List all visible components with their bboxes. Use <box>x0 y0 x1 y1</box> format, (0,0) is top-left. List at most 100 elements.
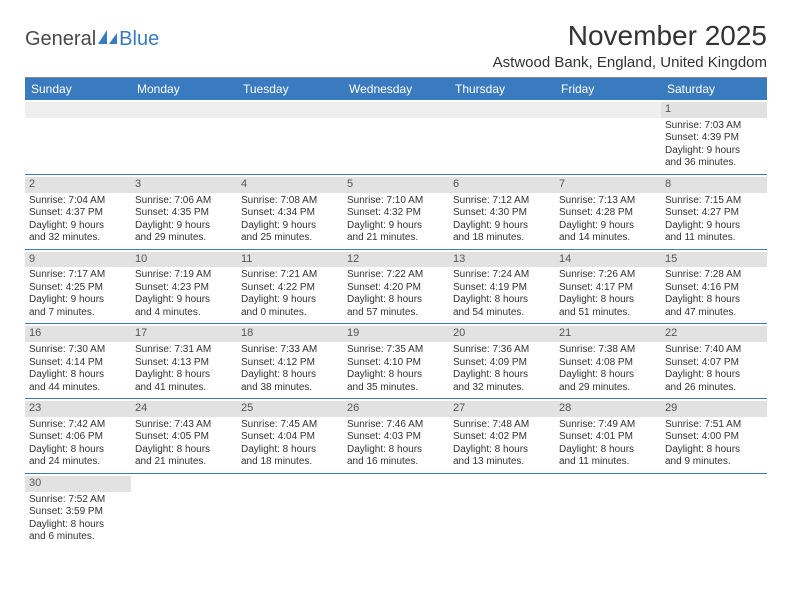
daylight2-text: and 32 minutes. <box>453 382 551 395</box>
daylight1-text: Daylight: 8 hours <box>135 369 233 382</box>
sunrise-text: Sunrise: 7:51 AM <box>665 419 763 432</box>
calendar-cell: 22Sunrise: 7:40 AMSunset: 4:07 PMDayligh… <box>661 324 767 399</box>
sunset-text: Sunset: 4:14 PM <box>29 357 127 370</box>
daylight1-text: Daylight: 9 hours <box>559 220 657 233</box>
sunrise-text: Sunrise: 7:26 AM <box>559 269 657 282</box>
calendar-cell: 20Sunrise: 7:36 AMSunset: 4:09 PMDayligh… <box>449 324 555 399</box>
daynum-empty <box>25 102 131 118</box>
calendar-cell: 9Sunrise: 7:17 AMSunset: 4:25 PMDaylight… <box>25 249 131 324</box>
daylight2-text: and 18 minutes. <box>453 232 551 245</box>
daylight2-text: and 41 minutes. <box>135 382 233 395</box>
daylight2-text: and 21 minutes. <box>347 232 445 245</box>
day-number: 20 <box>449 326 555 342</box>
day-number: 29 <box>661 401 767 417</box>
sunset-text: Sunset: 4:39 PM <box>665 132 763 145</box>
daynum-empty <box>555 102 661 118</box>
daylight1-text: Daylight: 9 hours <box>135 294 233 307</box>
day-number: 3 <box>131 177 237 193</box>
daynum-empty <box>449 102 555 118</box>
sunrise-text: Sunrise: 7:38 AM <box>559 344 657 357</box>
day-number: 1 <box>661 102 767 118</box>
daylight2-text: and 18 minutes. <box>241 456 339 469</box>
sunrise-text: Sunrise: 7:46 AM <box>347 419 445 432</box>
calendar-cell: 1Sunrise: 7:03 AMSunset: 4:39 PMDaylight… <box>661 100 767 174</box>
daylight1-text: Daylight: 8 hours <box>665 444 763 457</box>
daylight1-text: Daylight: 8 hours <box>241 369 339 382</box>
page-header: General Blue November 2025 Astwood Bank,… <box>25 20 767 71</box>
sunrise-text: Sunrise: 7:52 AM <box>29 494 127 507</box>
calendar-cell: 11Sunrise: 7:21 AMSunset: 4:22 PMDayligh… <box>237 249 343 324</box>
day-header: Sunday <box>25 78 131 100</box>
day-number: 10 <box>131 252 237 268</box>
calendar-cell <box>237 473 343 547</box>
calendar-cell: 6Sunrise: 7:12 AMSunset: 4:30 PMDaylight… <box>449 174 555 249</box>
day-number: 4 <box>237 177 343 193</box>
day-number: 2 <box>25 177 131 193</box>
daylight1-text: Daylight: 8 hours <box>241 444 339 457</box>
day-number: 30 <box>25 476 131 492</box>
calendar-cell: 14Sunrise: 7:26 AMSunset: 4:17 PMDayligh… <box>555 249 661 324</box>
sunset-text: Sunset: 4:10 PM <box>347 357 445 370</box>
calendar-cell: 18Sunrise: 7:33 AMSunset: 4:12 PMDayligh… <box>237 324 343 399</box>
sunset-text: Sunset: 4:05 PM <box>135 431 233 444</box>
day-number: 14 <box>555 252 661 268</box>
day-number: 15 <box>661 252 767 268</box>
calendar-week: 1Sunrise: 7:03 AMSunset: 4:39 PMDaylight… <box>25 100 767 174</box>
daylight2-text: and 47 minutes. <box>665 307 763 320</box>
daylight2-text: and 38 minutes. <box>241 382 339 395</box>
sunrise-text: Sunrise: 7:06 AM <box>135 195 233 208</box>
day-number: 25 <box>237 401 343 417</box>
daylight2-text: and 54 minutes. <box>453 307 551 320</box>
day-number: 12 <box>343 252 449 268</box>
daylight2-text: and 29 minutes. <box>559 382 657 395</box>
day-number: 11 <box>237 252 343 268</box>
day-header: Thursday <box>449 78 555 100</box>
calendar-cell: 29Sunrise: 7:51 AMSunset: 4:00 PMDayligh… <box>661 399 767 474</box>
daynum-empty <box>131 102 237 118</box>
day-number: 26 <box>343 401 449 417</box>
calendar-cell: 24Sunrise: 7:43 AMSunset: 4:05 PMDayligh… <box>131 399 237 474</box>
sunset-text: Sunset: 4:28 PM <box>559 207 657 220</box>
daylight1-text: Daylight: 8 hours <box>453 369 551 382</box>
calendar-week: 30Sunrise: 7:52 AMSunset: 3:59 PMDayligh… <box>25 473 767 547</box>
calendar-cell <box>25 100 131 174</box>
day-number: 7 <box>555 177 661 193</box>
sunrise-text: Sunrise: 7:28 AM <box>665 269 763 282</box>
sunset-text: Sunset: 4:12 PM <box>241 357 339 370</box>
day-header: Wednesday <box>343 78 449 100</box>
sunset-text: Sunset: 3:59 PM <box>29 506 127 519</box>
calendar-cell <box>555 473 661 547</box>
sunset-text: Sunset: 4:22 PM <box>241 282 339 295</box>
calendar-cell: 5Sunrise: 7:10 AMSunset: 4:32 PMDaylight… <box>343 174 449 249</box>
day-header-row: Sunday Monday Tuesday Wednesday Thursday… <box>25 78 767 100</box>
logo-sail-icon <box>98 28 118 51</box>
day-number: 23 <box>25 401 131 417</box>
daylight1-text: Daylight: 8 hours <box>347 294 445 307</box>
calendar-cell <box>661 473 767 547</box>
sunset-text: Sunset: 4:01 PM <box>559 431 657 444</box>
day-number: 5 <box>343 177 449 193</box>
sunrise-text: Sunrise: 7:10 AM <box>347 195 445 208</box>
sunset-text: Sunset: 4:34 PM <box>241 207 339 220</box>
sunset-text: Sunset: 4:04 PM <box>241 431 339 444</box>
daylight2-text: and 51 minutes. <box>559 307 657 320</box>
day-number: 22 <box>661 326 767 342</box>
brand-logo: General Blue <box>25 20 159 51</box>
daylight2-text: and 4 minutes. <box>135 307 233 320</box>
calendar-cell: 8Sunrise: 7:15 AMSunset: 4:27 PMDaylight… <box>661 174 767 249</box>
daylight1-text: Daylight: 8 hours <box>559 369 657 382</box>
day-number: 8 <box>661 177 767 193</box>
calendar-cell: 19Sunrise: 7:35 AMSunset: 4:10 PMDayligh… <box>343 324 449 399</box>
calendar-cell <box>343 473 449 547</box>
daylight1-text: Daylight: 9 hours <box>241 220 339 233</box>
sunrise-text: Sunrise: 7:12 AM <box>453 195 551 208</box>
calendar-cell <box>237 100 343 174</box>
calendar-table: Sunday Monday Tuesday Wednesday Thursday… <box>25 78 767 548</box>
calendar-cell: 2Sunrise: 7:04 AMSunset: 4:37 PMDaylight… <box>25 174 131 249</box>
sunrise-text: Sunrise: 7:17 AM <box>29 269 127 282</box>
sunrise-text: Sunrise: 7:35 AM <box>347 344 445 357</box>
day-number: 21 <box>555 326 661 342</box>
daylight2-text: and 57 minutes. <box>347 307 445 320</box>
calendar-cell: 15Sunrise: 7:28 AMSunset: 4:16 PMDayligh… <box>661 249 767 324</box>
calendar-cell <box>343 100 449 174</box>
